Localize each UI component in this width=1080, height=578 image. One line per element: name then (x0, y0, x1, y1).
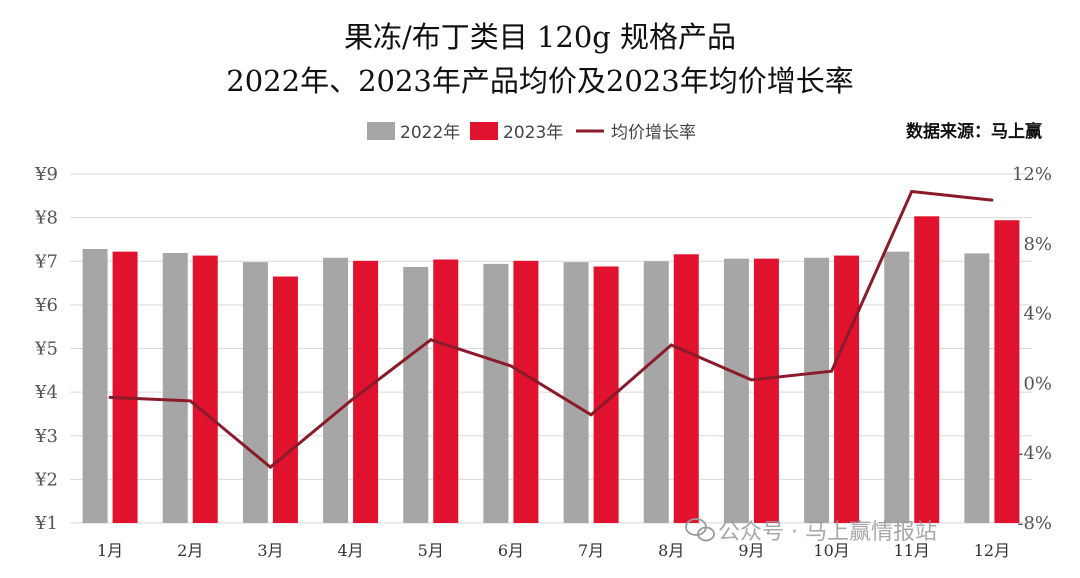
growth-point (589, 413, 593, 417)
x-tick-label: 4月 (337, 541, 363, 560)
bar-2022 (82, 249, 108, 523)
growth-point (749, 378, 753, 382)
wechat-icon (685, 518, 715, 542)
x-tick-label: 2月 (177, 541, 203, 560)
growth-point (188, 399, 192, 403)
bar-2023 (994, 220, 1020, 523)
growth-point (108, 395, 112, 399)
left-tick-label: ¥9 (34, 164, 58, 185)
growth-point (990, 198, 994, 202)
growth-point (429, 338, 433, 342)
legend: 2022年 2023年 均价增长率 (367, 122, 696, 143)
legend-label-growth: 均价增长率 (611, 123, 696, 143)
x-tick-label: 12月 (974, 541, 1010, 560)
bar-2022 (723, 258, 749, 523)
right-tick-label: 0% (1023, 373, 1052, 394)
growth-point (268, 465, 272, 469)
left-tick-label: ¥5 (34, 339, 58, 360)
left-tick-label: ¥3 (34, 426, 58, 447)
growth-point (509, 364, 513, 368)
data-source: 数据来源：马上赢 (906, 121, 1042, 142)
left-tick-label: ¥8 (34, 208, 58, 229)
bar-2023 (513, 260, 539, 523)
growth-line (108, 189, 994, 469)
bar-2022 (323, 257, 349, 523)
growth-point (910, 189, 914, 193)
watermark: 公众号 · 马上赢情报站 (685, 518, 937, 545)
x-tick-label: 9月 (738, 541, 764, 560)
x-tick-label: 3月 (257, 541, 283, 560)
left-tick-label: ¥2 (34, 469, 58, 490)
chart-title-line1: 果冻/布丁类目 120g 规格产品 (344, 20, 736, 54)
right-axis-ticks: -8% -4% 0% 4% 8% 12% (1012, 164, 1052, 534)
watermark-text: 公众号 · 马上赢情报站 (718, 520, 937, 545)
left-tick-label: ¥6 (34, 295, 58, 316)
bar-2022 (643, 261, 669, 523)
bar-2022 (884, 251, 910, 523)
bar-2023 (433, 259, 459, 523)
left-tick-label: ¥7 (34, 251, 58, 272)
bar-2023 (673, 254, 699, 523)
x-tick-label: 11月 (894, 541, 930, 560)
right-tick-label: 12% (1012, 164, 1052, 185)
legend-label-2022: 2022年 (400, 123, 460, 143)
right-tick-label: -4% (1017, 443, 1052, 464)
bar-2023 (192, 255, 218, 524)
bar-2022 (483, 263, 509, 523)
bar-2023 (753, 258, 779, 523)
x-axis-ticks: 1月 2月 3月 4月 5月 6月 7月 8月 9月 10月 11月 12月 (97, 541, 1010, 560)
bar-2023 (834, 255, 860, 524)
legend-swatch-2022 (367, 122, 395, 140)
bar-2023 (353, 260, 379, 523)
right-tick-label: -8% (1017, 513, 1052, 534)
bar-2022 (804, 257, 830, 523)
bar-2022 (403, 266, 429, 523)
x-tick-label: 8月 (658, 541, 684, 560)
bar-2023 (914, 216, 940, 523)
growth-line-path (110, 189, 993, 469)
x-tick-label: 7月 (578, 541, 604, 560)
growth-point (669, 343, 673, 347)
legend-swatch-2023 (470, 122, 498, 140)
right-tick-label: 8% (1023, 234, 1052, 255)
growth-point (349, 399, 353, 403)
growth-point (830, 369, 834, 373)
bar-2022 (563, 262, 589, 523)
bar-2023 (112, 251, 138, 523)
bars (82, 216, 1020, 524)
x-tick-label: 5月 (418, 541, 444, 560)
legend-label-2023: 2023年 (503, 123, 563, 143)
chart-title-line2: 2022年、2023年产品均价及2023年均价增长率 (226, 64, 853, 98)
x-tick-label: 1月 (97, 541, 123, 560)
bar-2022 (242, 262, 268, 523)
x-tick-label: 6月 (498, 541, 524, 560)
bar-2022 (162, 252, 188, 523)
x-tick-label: 10月 (813, 541, 849, 560)
bar-2022 (964, 253, 990, 523)
left-tick-label: ¥1 (34, 513, 58, 534)
right-tick-label: 4% (1023, 304, 1052, 325)
bar-2023 (272, 276, 298, 523)
left-axis-ticks: ¥1 ¥2 ¥3 ¥4 ¥5 ¥6 ¥7 ¥8 ¥9 (34, 164, 58, 534)
left-tick-label: ¥4 (34, 382, 58, 403)
